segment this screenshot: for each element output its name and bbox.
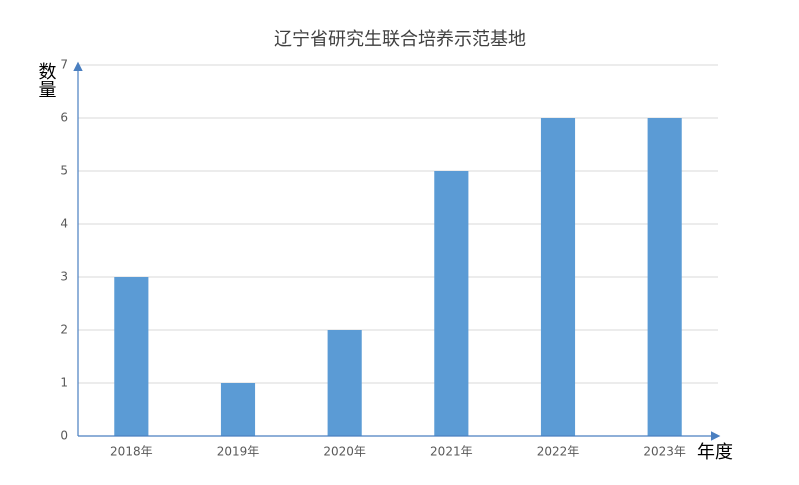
y-tick-label: 4 [60,217,68,231]
bar [540,118,576,436]
bar [327,330,362,436]
y-tick-label: 3 [60,270,68,284]
y-tick-label: 2 [60,323,68,337]
x-tick-label: 2018年 [110,445,153,459]
bar [114,277,149,436]
y-axis-label: 数量 [36,62,57,98]
bar [434,171,469,436]
grid: 0 1 2 3 4 5 6 7 2018年 2019年 2020年 2021年 2022年 2023年 [60,58,718,459]
y-tick-label: 6 [60,111,68,125]
x-tick-label: 2022年 [537,445,580,459]
x-tick-label: 2020年 [323,445,366,459]
bar [220,383,256,436]
y-tick-label: 7 [60,58,68,72]
y-tick-label: 0 [60,429,68,443]
y-tick-label: 5 [60,164,68,178]
x-tick-label: 2019年 [217,445,260,459]
x-tick-label: 2023年 [643,445,686,459]
chart-title: 辽宁省研究生联合培养示范基地 [274,29,526,50]
bars [114,118,682,436]
x-tick-label: 2021年 [430,445,473,459]
bar [647,118,682,436]
x-axis-label: 年度 [697,442,733,463]
y-tick-label: 1 [60,376,68,390]
